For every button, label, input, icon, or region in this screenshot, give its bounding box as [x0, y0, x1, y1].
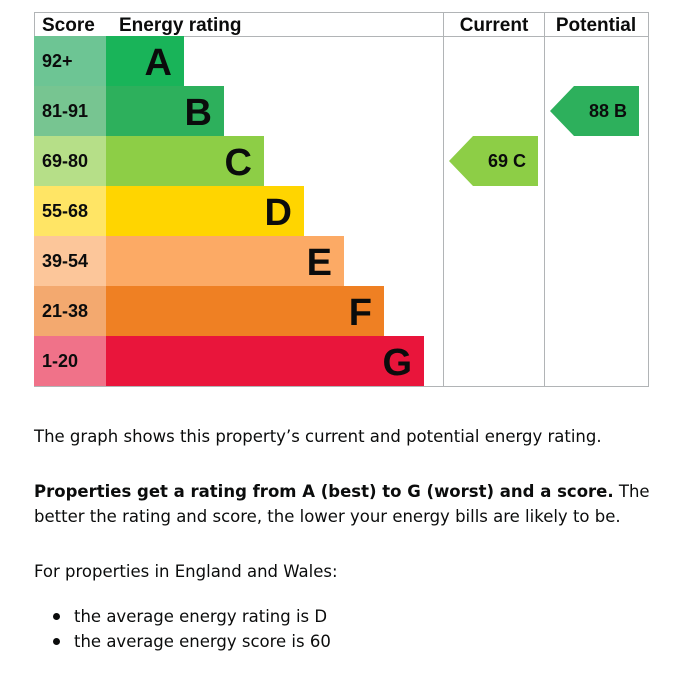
average-score-item: the average energy score is 60: [53, 629, 331, 654]
rating-explanation-rest: The better the rating and score, the low…: [34, 482, 650, 526]
band-bar-a: [106, 36, 184, 86]
band-bar-b: [106, 86, 224, 136]
score-cell-c: [34, 136, 106, 186]
energy-rating-chart: 92+ A81-91 B69-80 C55-68 D39-54 E21-38 F1-20 G …: [34, 12, 649, 387]
band-letter-b: B: [185, 92, 212, 134]
graph-description: The graph shows this property’s current …: [34, 427, 602, 446]
rating-bands: 92+ A 81-91 B 69-80 C 55-68 D 39-54 E 21-38 F 1-20 G: [34, 36, 424, 386]
band-letter-g: G: [382, 342, 412, 384]
score-range-b: 81-91: [42, 101, 88, 121]
potential-header: Potential: [556, 15, 636, 36]
score-cell-e: [34, 236, 106, 286]
energy-rating-header: Energy rating: [119, 15, 241, 36]
rating-explanation-bold: Properties get a rating from A (best) to…: [34, 482, 614, 501]
average-rating-item: the average energy rating is D: [53, 604, 331, 629]
band-bar-d: [106, 186, 304, 236]
score-cell-a: [34, 36, 106, 86]
score-cell-b: [34, 86, 106, 136]
score-range-c: 69-80: [42, 151, 88, 171]
band-letter-f: F: [349, 292, 372, 334]
score-range-e: 39-54: [42, 251, 88, 271]
band-bar-e: [106, 236, 344, 286]
band-bar-c: [106, 136, 264, 186]
band-bar-g: [106, 336, 424, 386]
rating-explanation: Properties get a rating from A (best) to…: [34, 479, 664, 529]
current-flag-label: 69 C: [488, 151, 526, 171]
score-cell-f: [34, 286, 106, 336]
score-range-g: 1-20: [42, 351, 78, 371]
score-cell-g: [34, 336, 106, 386]
potential-flag-label: 88 B: [589, 101, 627, 121]
band-letter-d: D: [265, 192, 292, 234]
score-cell-d: [34, 186, 106, 236]
average-list: the average energy rating is D the avera…: [34, 604, 331, 654]
score-header: Score: [42, 15, 95, 36]
rating-flags: 69 C 88 B: [449, 86, 639, 186]
band-letter-c: C: [225, 142, 252, 184]
region-intro: For properties in England and Wales:: [34, 562, 338, 581]
band-letter-a: A: [145, 42, 172, 84]
current-flag: [449, 136, 538, 186]
band-bar-f: [106, 286, 384, 336]
potential-flag: [550, 86, 639, 136]
score-range-d: 55-68: [42, 201, 88, 221]
score-range-f: 21-38: [42, 301, 88, 321]
band-letter-e: E: [307, 242, 332, 284]
current-header: Current: [460, 15, 529, 36]
score-range-a: 92+: [42, 51, 73, 71]
